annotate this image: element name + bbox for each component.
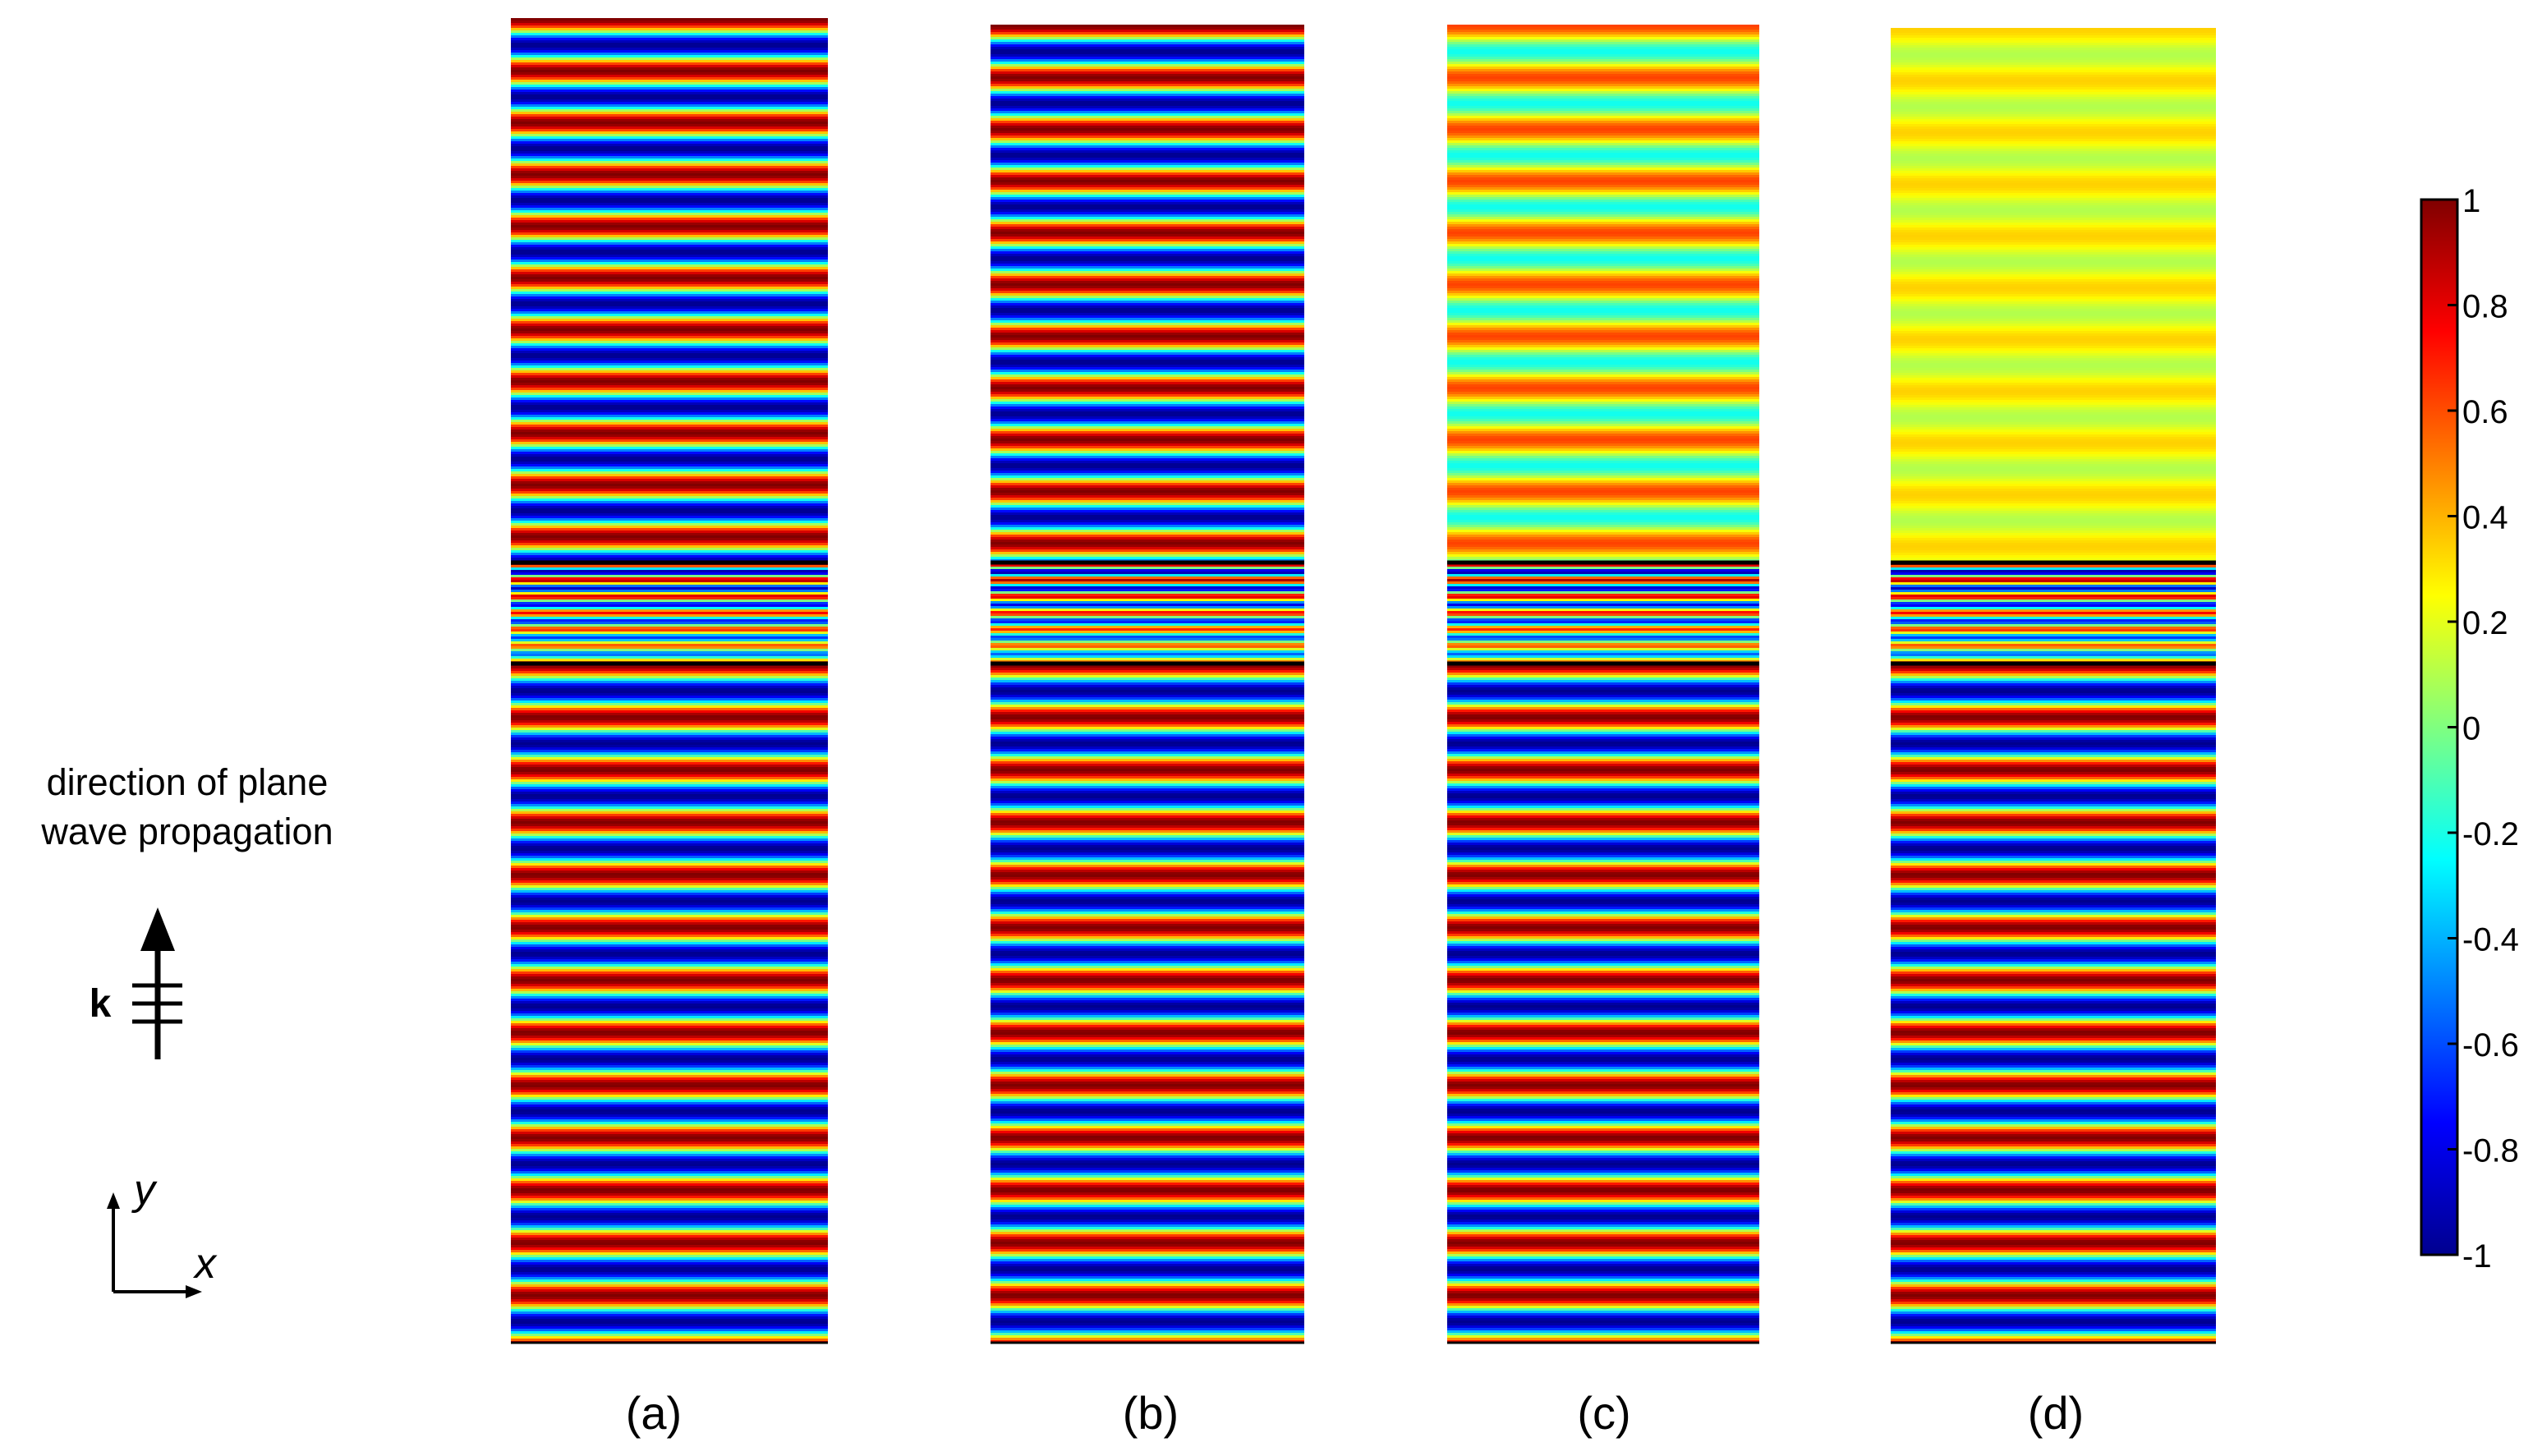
colorbar-tick-label: -1 — [2462, 1238, 2492, 1275]
coordinate-axes-icon — [107, 1192, 202, 1298]
field-panels — [511, 18, 2216, 1344]
colorbar-tick-label: 0.2 — [2462, 605, 2508, 641]
axis-y-label: y — [131, 1166, 158, 1214]
field-panel-b — [991, 25, 1304, 1344]
panel-label-b: (b) — [1123, 1387, 1179, 1439]
colorbar-tick-label: 1 — [2462, 183, 2480, 219]
axis-x-label: x — [192, 1240, 218, 1288]
colorbar-tick-label: 0.8 — [2462, 289, 2508, 325]
propagation-text-line1: direction of plane — [47, 761, 329, 803]
colorbar-tick-label: -0.6 — [2462, 1027, 2519, 1063]
panel-label-a: (a) — [626, 1387, 682, 1439]
field-panel-d — [1891, 28, 2216, 1344]
colorbar-tick-label: 0.6 — [2462, 394, 2508, 430]
colorbar-tick-label: -0.8 — [2462, 1133, 2519, 1169]
colorbar-tick-label: -0.2 — [2462, 816, 2519, 852]
colorbar-ticks: 1 0.8 0.6 0.4 0.2 0 -0.2 -0.4 -0.6 -0.8 -1 — [2448, 183, 2519, 1275]
wave-vector-arrow-icon — [132, 907, 182, 1059]
colorbar-tick-label: 0 — [2462, 711, 2480, 747]
colorbar: 1 0.8 0.6 0.4 0.2 0 -0.2 -0.4 -0.6 -0.8 -1 — [2420, 183, 2519, 1275]
field-panel-c — [1447, 25, 1759, 1344]
field-panel-a — [511, 18, 828, 1344]
wave-vector-label: k — [90, 982, 112, 1026]
propagation-text-line2: wave propagation — [40, 811, 333, 852]
colorbar-tick-label: 0.4 — [2462, 500, 2508, 536]
propagation-annotation: direction of plane wave propagation k y … — [40, 761, 333, 1298]
panel-label-c: (c) — [1577, 1387, 1630, 1439]
colorbar-tick-label: -0.4 — [2462, 922, 2519, 958]
panel-label-d: (d) — [2028, 1387, 2084, 1439]
